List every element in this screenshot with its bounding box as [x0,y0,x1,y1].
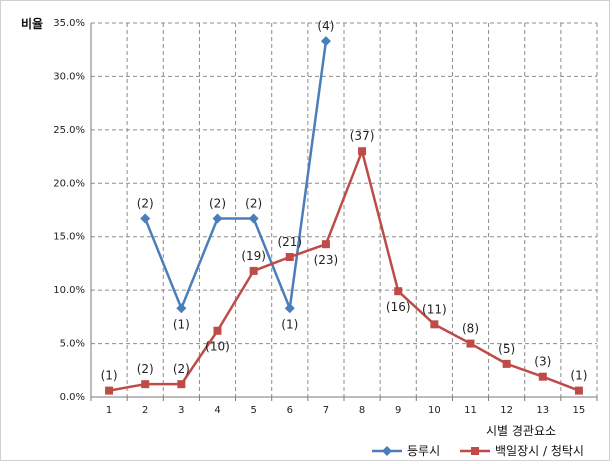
series-line [108,149,580,392]
data-label: (2) [173,362,190,376]
series-line [144,40,328,310]
data-point [248,213,259,224]
legend-marker [471,447,479,455]
x-tick-label: 2 [142,405,148,416]
data-labels: (2) (1) (2) (2) (1) (4) (1) (2) (2) (10) (19) (21) (… [101,19,588,382]
y-tick-label: 5.0% [60,339,85,350]
data-point [176,303,187,314]
x-tick-label: 9 [395,405,401,416]
x-tick-label: 3 [178,405,184,416]
x-tick-label: 6 [287,405,293,416]
y-tick-label: 15.0% [53,232,85,243]
x-tick-label: 11 [464,405,477,416]
data-label: (2) [137,362,154,376]
data-point [177,380,186,389]
data-point [321,240,330,249]
y-tick-label: 0.0% [60,392,85,403]
data-point [285,253,294,262]
data-point [502,359,511,368]
data-point [320,36,331,47]
data-label: (23) [314,253,339,267]
data-point [140,213,151,224]
x-tick-label: 10 [428,405,441,416]
x-tick-label: 13 [536,405,549,416]
data-label: (11) [422,302,447,316]
legend: 등루시 백일장시 / 청탁시 [372,444,584,458]
x-axis-label: 시별 경관요소 [486,424,556,438]
data-label: (5) [498,342,515,356]
data-point [358,147,367,156]
data-label: (2) [245,197,262,211]
y-tick-label: 35.0% [53,18,85,29]
y-tick-label: 25.0% [53,125,85,136]
axes: 비율 시별 경관요소 0.0% 5.0% 10.0% 15.0% 20.0% 25.0% 3… [21,16,598,438]
data-point [574,386,583,395]
data-point [212,213,223,224]
x-tick-label: 5 [250,405,256,416]
data-label: (4) [317,19,334,33]
y-tick-label: 20.0% [53,178,85,189]
data-label: (1) [173,317,190,331]
data-point [141,380,150,389]
legend-marker [382,446,392,456]
grid [90,22,598,398]
data-point [249,266,258,275]
x-tick-label: 4 [214,405,220,416]
x-tick-label: 1 [106,405,112,416]
x-tick-label: 15 [573,405,586,416]
x-tick-label: 8 [359,405,365,416]
data-point [284,303,295,314]
data-label: (10) [205,340,230,354]
data-point [394,287,403,296]
data-point [213,326,222,335]
data-label: (2) [209,197,226,211]
data-label: (16) [386,300,411,314]
legend-label: 등루시 [407,444,440,458]
data-label: (37) [350,129,375,143]
data-label: (1) [570,369,587,383]
data-label: (2) [137,197,154,211]
data-label: (19) [241,249,266,263]
series [105,36,583,395]
data-point [105,386,114,395]
data-point [430,320,439,329]
data-label: (8) [462,322,479,336]
x-tick-label: 7 [323,405,329,416]
data-label: (1) [281,317,298,331]
y-tick-label: 10.0% [53,285,85,296]
data-point [538,372,547,381]
y-axis-label: 비율 [21,16,43,31]
y-tick-label: 30.0% [53,71,85,82]
data-label: (21) [277,235,302,249]
legend-label: 백일장시 / 청탁시 [495,444,584,458]
x-tick-label: 12 [500,405,513,416]
data-label: (1) [101,369,118,383]
data-label: (3) [534,355,551,369]
data-point [466,339,475,348]
